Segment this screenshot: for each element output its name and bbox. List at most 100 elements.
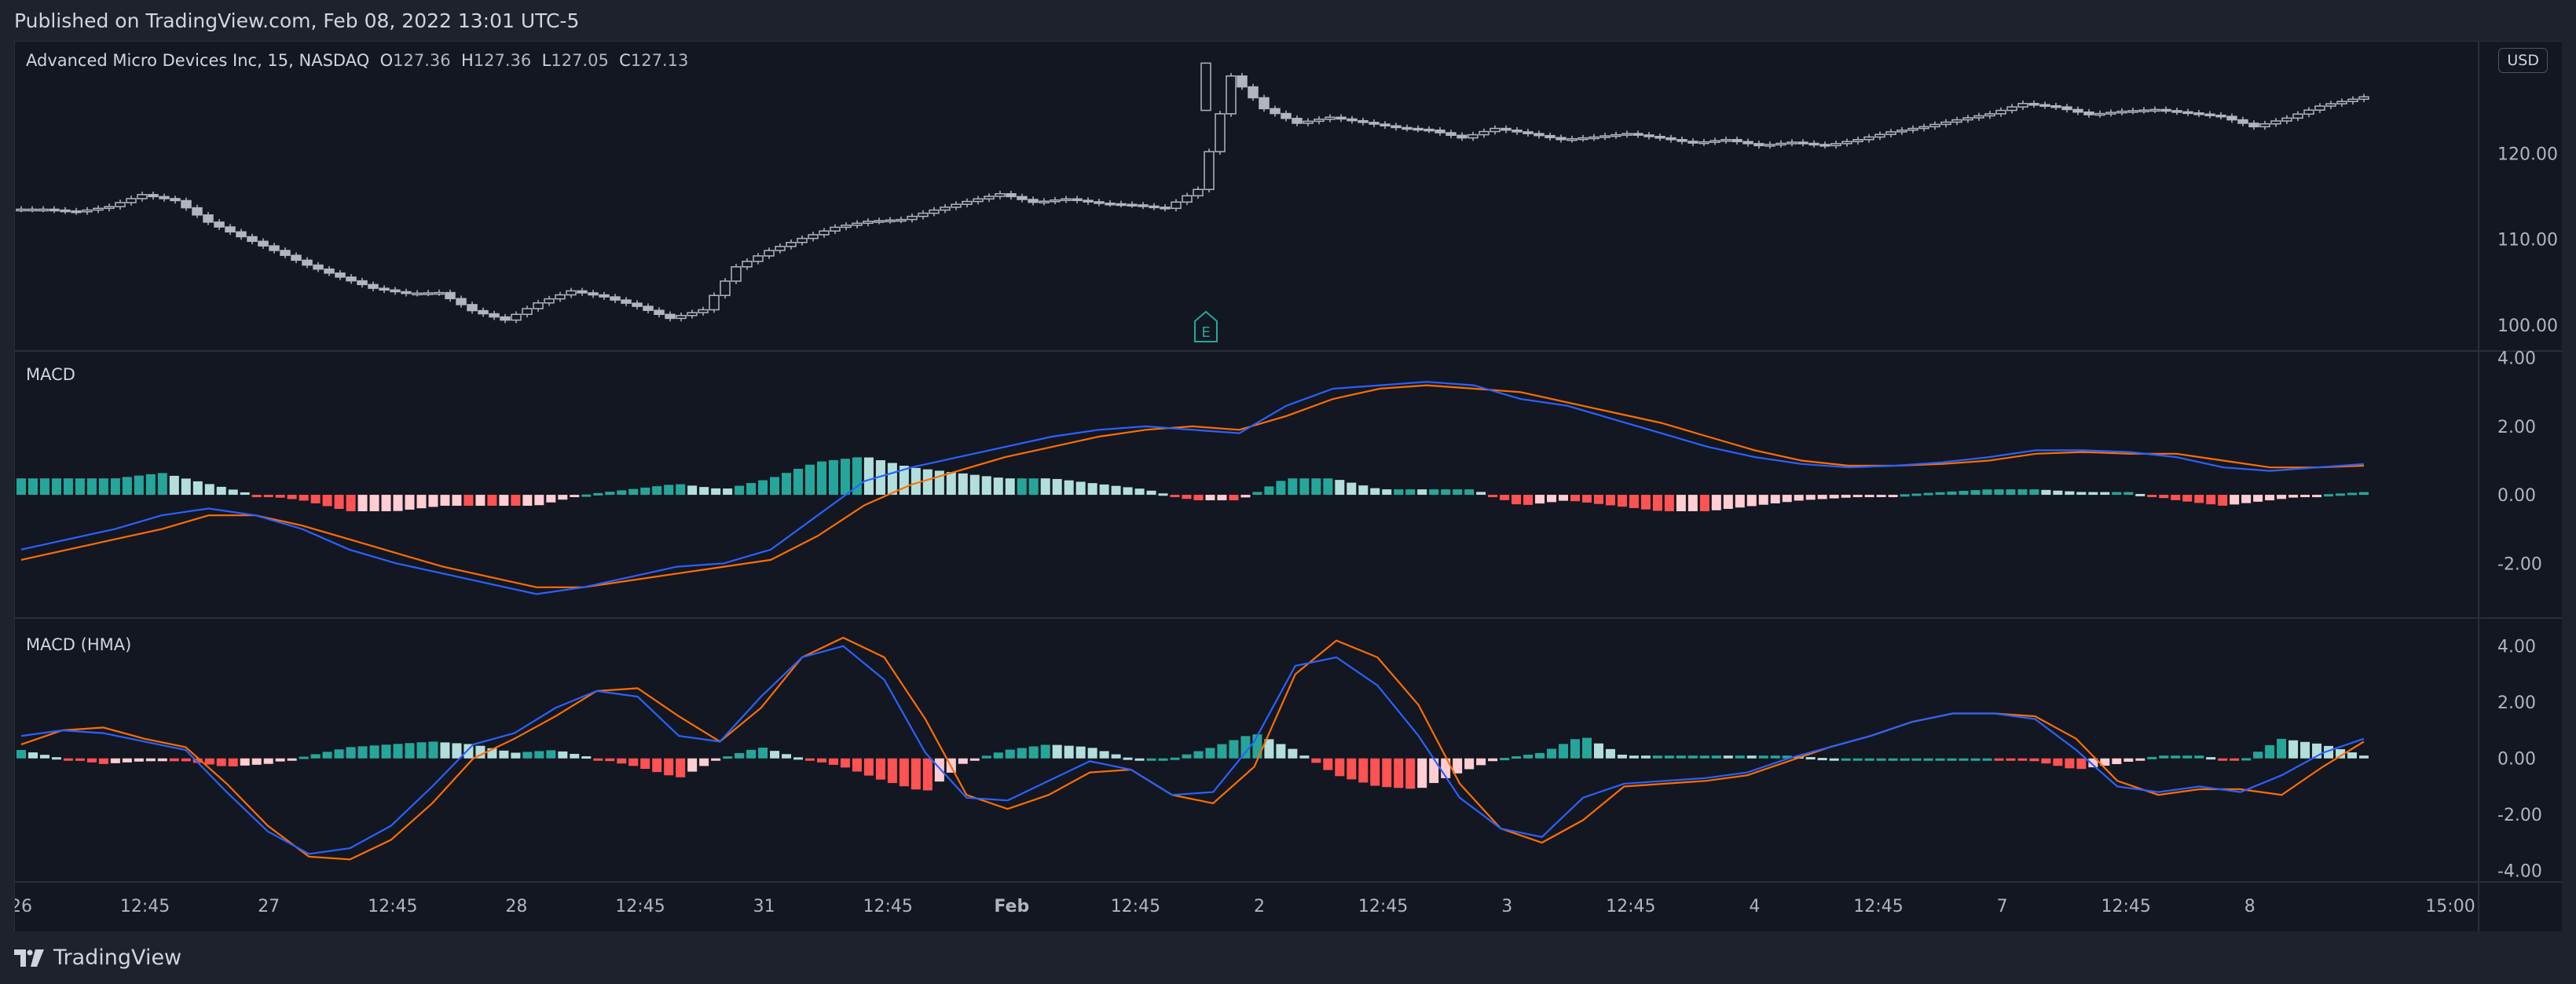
histogram-bar — [1581, 495, 1592, 503]
histogram-bar — [1947, 758, 1957, 761]
histogram-bar — [1947, 491, 1957, 496]
macd-pane-label[interactable]: MACD — [26, 365, 75, 384]
histogram-bar — [2088, 758, 2098, 768]
candle-body — [1885, 131, 1896, 135]
histogram-bar — [1911, 493, 1922, 496]
histogram-bar — [1723, 495, 1733, 509]
histogram-bar — [1453, 489, 1463, 496]
candle-body — [1325, 116, 1336, 120]
earnings-icon[interactable] — [1194, 310, 1218, 342]
histogram-bar — [2288, 495, 2299, 498]
currency-badge[interactable]: USD — [2498, 48, 2548, 73]
histogram-bar — [299, 495, 309, 501]
histogram-bar — [1652, 755, 1662, 759]
histogram-bar — [1488, 495, 1498, 498]
tradingview-logo[interactable]: TradingView — [14, 946, 181, 970]
histogram-bar — [1664, 495, 1674, 511]
histogram-bar — [1347, 758, 1357, 780]
candle-body — [82, 209, 93, 213]
candle-body — [1061, 198, 1072, 202]
histogram-bar — [1099, 484, 1109, 496]
histogram-bar — [299, 756, 309, 759]
histogram-bar — [1170, 495, 1180, 498]
histogram-bar — [2135, 493, 2145, 496]
published-text: Published on TradingView.com, Feb 08, 20… — [14, 9, 580, 32]
histogram-bar — [676, 484, 686, 496]
histogram-bar — [381, 495, 391, 511]
histogram-bar — [440, 742, 450, 759]
histogram-bar — [652, 758, 662, 773]
candle-body — [1830, 143, 1841, 147]
macd-hma-pane-label[interactable]: MACD (HMA) — [26, 635, 132, 654]
candle-body — [104, 206, 115, 210]
candle-body — [379, 287, 390, 291]
candle-body — [357, 280, 368, 286]
histogram-bar — [711, 758, 721, 761]
histogram-bar — [758, 748, 768, 759]
time-axis-label: Feb — [994, 897, 1029, 916]
histogram-bar — [993, 477, 1003, 496]
histogram-bar — [452, 495, 462, 507]
candle-body — [1072, 198, 1083, 202]
candle-body — [412, 292, 423, 296]
histogram-bar — [16, 750, 26, 759]
histogram-bar — [2182, 495, 2193, 502]
candle-body — [511, 313, 522, 321]
histogram-bar — [2159, 755, 2169, 759]
histogram-bar — [1464, 489, 1475, 496]
histogram-bar — [1782, 755, 1792, 759]
candle-body — [1303, 120, 1314, 124]
histogram-bar — [2265, 745, 2275, 759]
histogram-bar — [1252, 492, 1262, 496]
histogram-bar — [899, 758, 909, 787]
candle-body — [2017, 103, 2028, 108]
histogram-bar — [981, 476, 991, 496]
candle-body — [1665, 137, 1676, 141]
histogram-bar — [2265, 495, 2275, 501]
histogram-bar — [1687, 495, 1698, 511]
histogram-bar — [1970, 490, 1981, 496]
histogram-bar — [2359, 755, 2369, 759]
candle-body — [159, 196, 170, 199]
histogram-bar — [75, 478, 85, 496]
histogram-bar — [1876, 495, 1886, 498]
histogram-bar — [617, 490, 627, 496]
candle-body — [2314, 105, 2325, 111]
candle-body — [1940, 121, 1951, 126]
candle-body — [335, 273, 346, 278]
symbol-legend[interactable]: Advanced Micro Devices Inc, 15, NASDAQ O… — [26, 51, 688, 70]
candle-body — [1413, 127, 1424, 131]
chart-canvas[interactable]: 100.00 110.00 120.00 E 4.00 2.00 0.00 -2.00 4.00… — [15, 42, 2562, 932]
candle-body — [1402, 126, 1413, 130]
histogram-bar — [958, 473, 968, 496]
histogram-bar — [593, 758, 603, 761]
candle-body — [170, 198, 181, 202]
histogram-bar — [2194, 755, 2204, 759]
histogram-bar — [2241, 495, 2252, 503]
candle-body — [610, 296, 621, 301]
histogram-bar — [2182, 755, 2193, 759]
histogram-bar — [1405, 758, 1416, 789]
histogram-bar — [1547, 495, 1557, 503]
histogram-bar — [1593, 495, 1603, 504]
published-header: Published on TradingView.com, Feb 08, 20… — [0, 0, 2576, 41]
candle-body — [1512, 129, 1523, 133]
candle-body — [1200, 62, 1211, 112]
histogram-bar — [534, 495, 544, 506]
histogram-bar — [2253, 752, 2263, 759]
candle-body — [1577, 137, 1588, 141]
histogram-bar — [1182, 495, 1192, 499]
histogram-bar — [1512, 756, 1522, 759]
indicator-axis-tick: 4.00 — [2497, 638, 2536, 657]
chart-area[interactable]: 100.00 110.00 120.00 E 4.00 2.00 0.00 -2.00 4.00… — [14, 41, 2562, 932]
candle-body — [489, 313, 500, 318]
candle-body — [1764, 144, 1775, 147]
candle-body — [1149, 205, 1160, 209]
histogram-bar — [723, 756, 733, 759]
candle-body — [1204, 151, 1215, 190]
candle-body — [2105, 112, 2116, 115]
candle-body — [1742, 141, 1753, 144]
histogram-bar — [887, 463, 897, 496]
candle-body — [907, 215, 918, 221]
histogram-bar — [2206, 495, 2216, 505]
